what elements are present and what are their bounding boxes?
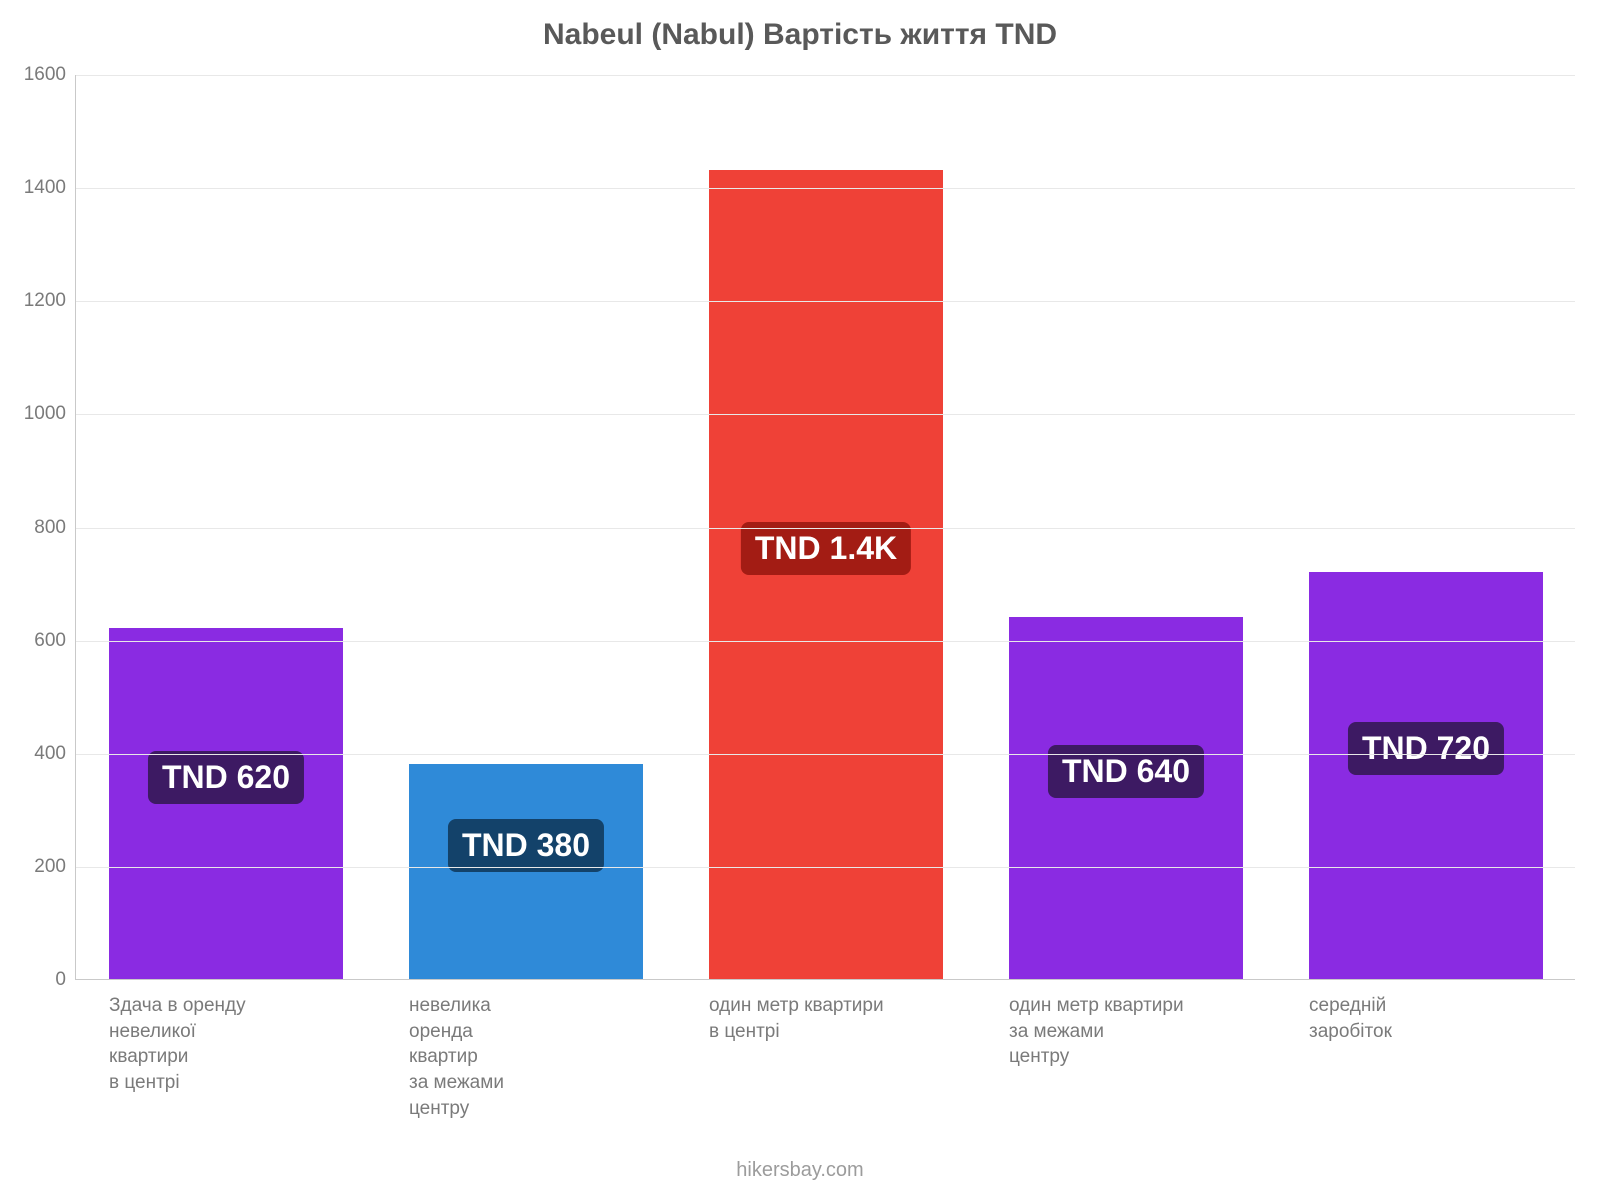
chart-title: Nabeul (Nabul) Вартість життя TND — [0, 18, 1600, 52]
bar-value-label: TND 620 — [148, 751, 304, 804]
gridline — [76, 414, 1575, 415]
gridline — [76, 867, 1575, 868]
plot-area: TND 620TND 380TND 1.4KTND 640TND 720 020… — [75, 75, 1575, 980]
xtick-label: середній заробіток — [1309, 979, 1543, 1044]
bar: TND 720 — [1309, 572, 1543, 979]
gridline — [76, 188, 1575, 189]
bar: TND 620 — [109, 628, 343, 979]
xtick-label: Здача в оренду невеликої квартири в цент… — [109, 979, 343, 1096]
ytick-label: 1600 — [24, 64, 76, 86]
gridline — [76, 754, 1575, 755]
bar-value-label: TND 1.4K — [741, 522, 911, 575]
ytick-label: 400 — [34, 743, 76, 765]
credit-text: hikersbay.com — [0, 1159, 1600, 1182]
bar: TND 380 — [409, 764, 643, 979]
bar-value-label: TND 380 — [448, 819, 604, 872]
chart-container: Nabeul (Nabul) Вартість життя TND TND 62… — [0, 0, 1600, 1200]
bar: TND 1.4K — [709, 170, 943, 979]
ytick-label: 1000 — [24, 403, 76, 425]
ytick-label: 600 — [34, 630, 76, 652]
ytick-label: 800 — [34, 517, 76, 539]
ytick-label: 1400 — [24, 177, 76, 199]
bar-value-label: TND 720 — [1348, 722, 1504, 775]
gridline — [76, 641, 1575, 642]
xtick-label: невелика оренда квартир за межами центру — [409, 979, 643, 1121]
gridline — [76, 301, 1575, 302]
gridline — [76, 75, 1575, 76]
xtick-label: один метр квартири в центрі — [709, 979, 943, 1044]
ytick-label: 0 — [55, 969, 76, 991]
ytick-label: 1200 — [24, 290, 76, 312]
bar: TND 640 — [1009, 617, 1243, 979]
xtick-label: один метр квартири за межами центру — [1009, 979, 1243, 1070]
gridline — [76, 528, 1575, 529]
ytick-label: 200 — [34, 856, 76, 878]
